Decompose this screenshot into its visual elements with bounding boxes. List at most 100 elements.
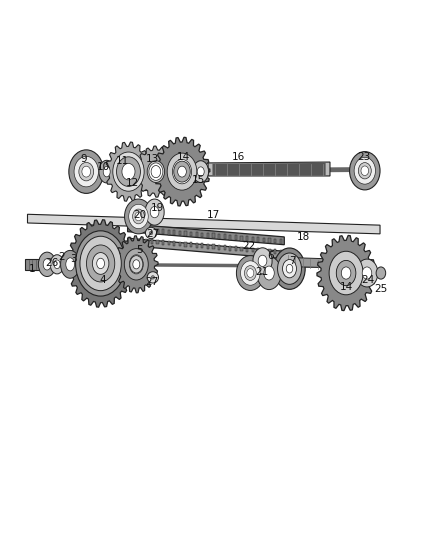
Polygon shape <box>134 238 136 243</box>
Polygon shape <box>127 224 284 245</box>
Ellipse shape <box>129 204 148 229</box>
Ellipse shape <box>150 206 159 218</box>
Ellipse shape <box>247 269 254 277</box>
Ellipse shape <box>60 251 80 278</box>
Ellipse shape <box>80 236 121 290</box>
Ellipse shape <box>362 267 372 279</box>
Ellipse shape <box>376 267 386 279</box>
Ellipse shape <box>130 256 143 273</box>
Polygon shape <box>279 239 282 244</box>
Polygon shape <box>67 220 134 307</box>
Polygon shape <box>263 248 265 253</box>
Polygon shape <box>240 247 243 252</box>
Polygon shape <box>251 237 254 241</box>
Polygon shape <box>224 235 226 239</box>
Polygon shape <box>229 246 231 251</box>
Ellipse shape <box>253 248 272 274</box>
Text: 15: 15 <box>191 175 205 185</box>
Polygon shape <box>218 245 220 249</box>
Polygon shape <box>235 246 237 251</box>
Text: 13: 13 <box>146 154 159 164</box>
Text: 27: 27 <box>145 277 158 287</box>
Ellipse shape <box>257 256 281 289</box>
Polygon shape <box>218 234 220 239</box>
Text: 27: 27 <box>146 229 159 239</box>
Polygon shape <box>173 241 175 246</box>
Polygon shape <box>251 248 254 253</box>
Ellipse shape <box>237 256 264 290</box>
Polygon shape <box>162 229 164 234</box>
Ellipse shape <box>264 266 274 280</box>
Text: 3: 3 <box>70 254 77 264</box>
Text: 14: 14 <box>339 282 353 293</box>
Ellipse shape <box>76 231 126 296</box>
Polygon shape <box>279 250 282 255</box>
Polygon shape <box>208 162 330 176</box>
Polygon shape <box>190 243 192 247</box>
Text: 6: 6 <box>267 251 274 261</box>
Polygon shape <box>168 230 170 235</box>
Polygon shape <box>257 248 259 253</box>
Text: 22: 22 <box>242 240 255 251</box>
Text: 23: 23 <box>357 152 370 162</box>
Polygon shape <box>257 237 259 242</box>
Ellipse shape <box>197 167 204 176</box>
Circle shape <box>147 272 159 283</box>
Text: 7: 7 <box>289 256 295 266</box>
Ellipse shape <box>117 157 141 187</box>
Polygon shape <box>212 233 215 238</box>
Polygon shape <box>154 138 210 206</box>
Text: 9: 9 <box>80 154 87 164</box>
Ellipse shape <box>135 212 142 221</box>
Ellipse shape <box>124 249 148 280</box>
Ellipse shape <box>145 199 164 225</box>
Polygon shape <box>184 231 187 236</box>
Polygon shape <box>283 257 337 268</box>
Ellipse shape <box>173 159 191 184</box>
Text: 10: 10 <box>97 162 110 172</box>
Polygon shape <box>151 239 153 244</box>
Polygon shape <box>235 235 237 240</box>
Polygon shape <box>207 233 209 238</box>
Text: 25: 25 <box>374 284 388 294</box>
Polygon shape <box>274 249 276 254</box>
Polygon shape <box>179 231 181 236</box>
Text: 16: 16 <box>232 152 245 162</box>
Ellipse shape <box>66 258 74 271</box>
Ellipse shape <box>86 245 115 282</box>
Polygon shape <box>134 227 136 232</box>
Ellipse shape <box>178 166 186 177</box>
Polygon shape <box>173 230 175 235</box>
Ellipse shape <box>274 248 305 289</box>
Ellipse shape <box>82 166 91 177</box>
Ellipse shape <box>39 252 56 277</box>
Polygon shape <box>25 259 40 270</box>
Polygon shape <box>127 238 284 259</box>
Text: 21: 21 <box>255 266 268 277</box>
Ellipse shape <box>149 163 163 180</box>
Ellipse shape <box>244 265 256 280</box>
Polygon shape <box>145 228 148 232</box>
Ellipse shape <box>79 163 94 181</box>
Polygon shape <box>229 235 231 240</box>
Polygon shape <box>317 236 375 311</box>
Text: 20: 20 <box>133 210 146 220</box>
Ellipse shape <box>69 150 104 193</box>
Polygon shape <box>168 240 170 245</box>
Ellipse shape <box>124 199 152 234</box>
Ellipse shape <box>129 255 143 274</box>
Polygon shape <box>196 232 198 237</box>
Ellipse shape <box>99 160 115 183</box>
Ellipse shape <box>50 255 64 274</box>
Polygon shape <box>224 245 226 250</box>
Ellipse shape <box>147 161 165 182</box>
Ellipse shape <box>167 153 197 190</box>
Ellipse shape <box>286 264 293 273</box>
Polygon shape <box>140 238 142 243</box>
Ellipse shape <box>97 258 105 269</box>
Polygon shape <box>201 232 203 237</box>
Polygon shape <box>179 241 181 246</box>
Polygon shape <box>115 236 158 293</box>
Polygon shape <box>128 227 131 231</box>
Ellipse shape <box>336 261 356 285</box>
